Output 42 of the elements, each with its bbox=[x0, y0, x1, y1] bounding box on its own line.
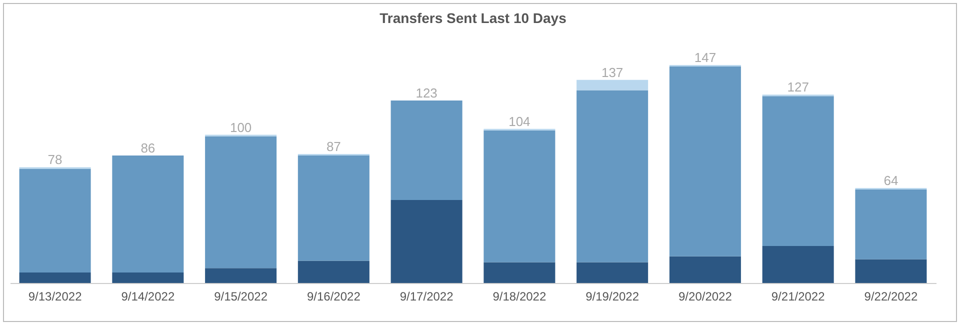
x-tick-label: 9/15/2022 bbox=[214, 290, 268, 304]
bar bbox=[19, 272, 91, 283]
x-tick-label: 9/18/2022 bbox=[492, 290, 546, 304]
x-tick-label: 9/20/2022 bbox=[678, 290, 732, 304]
x-tick-label: 9/21/2022 bbox=[771, 290, 826, 304]
bar bbox=[669, 256, 741, 283]
bar bbox=[205, 268, 277, 283]
x-tick-label: 9/17/2022 bbox=[400, 290, 454, 304]
chart-title: Transfers Sent Last 10 Days bbox=[380, 10, 567, 26]
annotation: 87 bbox=[326, 138, 341, 154]
annotation: 64 bbox=[884, 172, 898, 188]
annotation: 100 bbox=[230, 120, 252, 135]
bar bbox=[112, 155, 184, 273]
x-tick-label: 9/22/2022 bbox=[864, 290, 918, 304]
bar bbox=[484, 262, 556, 283]
bar bbox=[762, 246, 834, 283]
annotation: 147 bbox=[694, 50, 716, 65]
bar bbox=[19, 168, 91, 273]
bar bbox=[855, 259, 927, 283]
bar bbox=[298, 155, 370, 261]
bar bbox=[855, 189, 927, 260]
annotation: 123 bbox=[416, 86, 438, 101]
bar bbox=[390, 200, 462, 283]
annotation: 127 bbox=[787, 80, 809, 95]
bar bbox=[576, 262, 648, 283]
x-tick-label: 9/19/2022 bbox=[586, 290, 640, 304]
annotation: 137 bbox=[601, 64, 624, 80]
bar bbox=[576, 80, 648, 90]
annotation: 104 bbox=[508, 114, 530, 129]
bar bbox=[669, 66, 741, 256]
bar bbox=[576, 90, 648, 262]
x-tick-label: 9/14/2022 bbox=[121, 290, 175, 304]
annotation: 86 bbox=[140, 140, 156, 156]
x-tick-label: 9/16/2022 bbox=[306, 290, 361, 304]
annotation: 78 bbox=[48, 152, 62, 168]
bar bbox=[484, 130, 556, 262]
bar bbox=[762, 96, 834, 246]
bar bbox=[205, 136, 277, 268]
x-tick-label: 9/13/2022 bbox=[28, 290, 82, 304]
bar bbox=[112, 272, 184, 283]
bar bbox=[390, 100, 462, 200]
bar bbox=[298, 260, 370, 283]
